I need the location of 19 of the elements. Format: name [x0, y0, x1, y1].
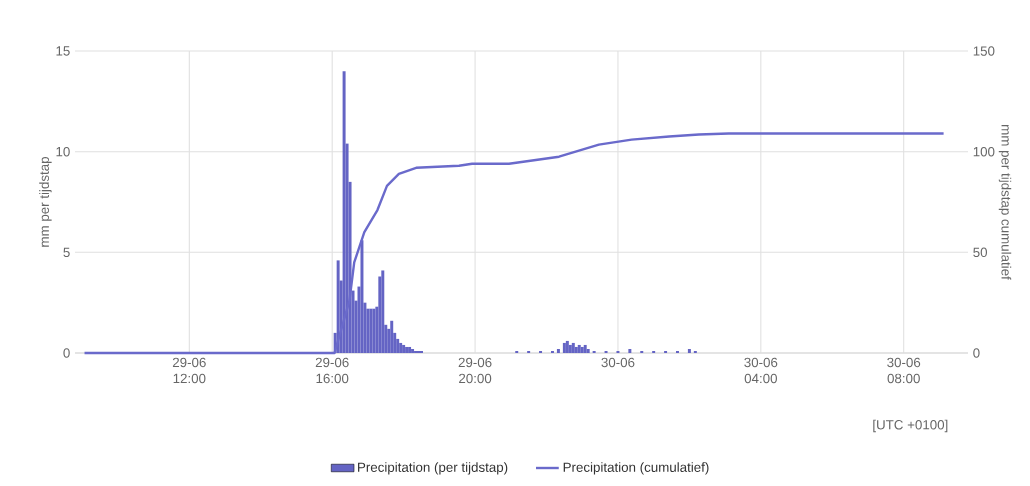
y2-tick-label: 100	[973, 146, 995, 157]
x-tick-label: 29-06 12:00	[172, 357, 206, 384]
y-tick-label: 10	[56, 146, 70, 157]
text: [UTC +0100]	[873, 419, 948, 433]
y-tick-label: 5	[63, 247, 70, 257]
y-tick-label: 15	[56, 46, 70, 56]
y-tick-label: 0	[63, 348, 70, 358]
legend-label: Precipitation (cumulatief)	[563, 462, 709, 475]
legend-label: Precipitation (per tijdstap)	[358, 462, 508, 475]
x-tick-label: 30-06 08:00	[887, 357, 921, 384]
y2-axis-title: mm per tijdstap cumulatief	[998, 125, 1012, 280]
x-tick-label: 30-06 04:00	[744, 357, 778, 384]
y2-tick-label: 150	[973, 46, 995, 56]
y2-tick-label: 0	[973, 348, 980, 358]
x-tick-label: 29-06 16:00	[315, 357, 349, 384]
x-tick-label: 29-06 20:00	[458, 357, 492, 384]
y2-tick-label: 50	[973, 247, 988, 258]
y-axis-title: mm per tijdstap	[39, 157, 52, 247]
x-tick-label: 30-06	[601, 357, 635, 368]
